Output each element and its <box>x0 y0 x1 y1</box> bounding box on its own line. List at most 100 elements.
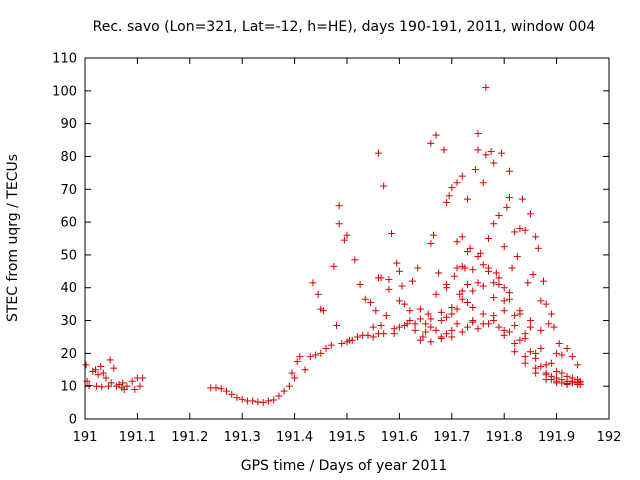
data-point <box>521 359 529 367</box>
data-point <box>367 298 375 306</box>
data-point <box>521 330 529 338</box>
data-point <box>372 307 380 315</box>
data-point <box>532 369 540 377</box>
data-point <box>406 307 414 315</box>
data-point <box>469 303 477 311</box>
data-point <box>474 325 482 333</box>
data-point <box>374 274 382 282</box>
x-tick-label: 191.9 <box>538 430 575 445</box>
data-point <box>416 315 424 323</box>
data-point <box>340 236 348 244</box>
data-point <box>437 308 445 316</box>
y-tick-label: 10 <box>60 380 77 395</box>
data-point <box>453 179 461 187</box>
data-point <box>487 148 495 156</box>
data-point <box>317 349 325 357</box>
data-point <box>238 395 246 403</box>
data-point <box>450 272 458 280</box>
data-point <box>537 326 545 334</box>
data-point <box>542 376 550 384</box>
data-point <box>568 353 576 361</box>
data-point <box>233 394 241 402</box>
y-tick-label: 80 <box>60 150 77 165</box>
data-point <box>490 312 498 320</box>
data-point <box>453 305 461 313</box>
data-point <box>335 202 343 210</box>
data-point <box>435 269 443 277</box>
data-point <box>395 323 403 331</box>
data-point <box>563 380 571 388</box>
data-point <box>353 333 361 341</box>
data-point <box>484 235 492 242</box>
y-axis-label: STEC from uqrg / TECUs <box>5 154 21 322</box>
y-tick-label: 100 <box>52 84 77 99</box>
data-point <box>319 307 327 315</box>
data-point <box>505 193 513 201</box>
data-point <box>479 261 487 269</box>
data-point <box>553 349 561 357</box>
data-point <box>534 244 542 252</box>
data-point <box>537 362 545 370</box>
data-point <box>474 279 482 287</box>
data-point <box>500 307 508 315</box>
data-point <box>490 159 498 167</box>
data-point <box>395 267 403 275</box>
data-point <box>526 317 534 325</box>
data-point <box>285 382 293 390</box>
data-point <box>537 297 545 305</box>
data-point <box>464 248 472 256</box>
data-point <box>97 362 105 370</box>
data-point <box>547 359 555 367</box>
data-point <box>495 212 503 220</box>
data-point <box>574 361 582 369</box>
data-point <box>228 390 236 398</box>
data-point <box>558 369 566 377</box>
data-point <box>416 336 424 344</box>
x-tick-label: 191.5 <box>328 430 365 445</box>
data-point <box>136 382 144 390</box>
data-point <box>469 266 477 274</box>
data-point <box>249 397 257 405</box>
data-point <box>385 276 393 284</box>
data-point <box>288 369 296 377</box>
data-point <box>440 146 448 154</box>
data-point <box>312 351 320 359</box>
data-point <box>338 340 346 348</box>
chart-title: Rec. savo (Lon=321, Lat=-12, h=HE), days… <box>93 19 596 35</box>
y-tick-label: 20 <box>60 347 77 362</box>
data-point <box>532 233 540 241</box>
x-tick-label: 191.2 <box>171 430 208 445</box>
data-point <box>422 320 430 328</box>
data-point <box>377 321 385 329</box>
data-point <box>398 282 406 290</box>
x-axis-label: GPS time / Days of year 2011 <box>241 458 448 474</box>
x-tick-label: 192 <box>597 430 622 445</box>
x-tick-label: 191.3 <box>224 430 261 445</box>
data-point <box>427 239 435 247</box>
data-point <box>119 379 127 387</box>
data-point <box>511 321 519 329</box>
data-point <box>443 330 451 338</box>
data-point <box>93 382 101 390</box>
data-point <box>516 336 524 344</box>
data-point <box>555 340 563 348</box>
data-point <box>479 179 487 187</box>
data-point <box>458 287 466 295</box>
data-point <box>401 321 409 329</box>
data-point <box>322 344 330 352</box>
data-point <box>558 351 566 359</box>
data-point <box>356 280 364 288</box>
data-point <box>443 280 451 288</box>
data-point <box>270 396 278 404</box>
data-point <box>529 271 537 279</box>
data-point <box>490 294 498 302</box>
y-axis: 0 10 20 30 40 50 60 70 80 90 100 110 <box>52 52 609 428</box>
data-point <box>495 323 503 331</box>
data-point <box>85 382 93 390</box>
data-point <box>432 131 440 139</box>
data-point <box>540 277 547 285</box>
data-point <box>526 210 534 218</box>
data-point <box>464 323 472 331</box>
data-point <box>361 295 369 303</box>
data-point <box>498 149 506 157</box>
